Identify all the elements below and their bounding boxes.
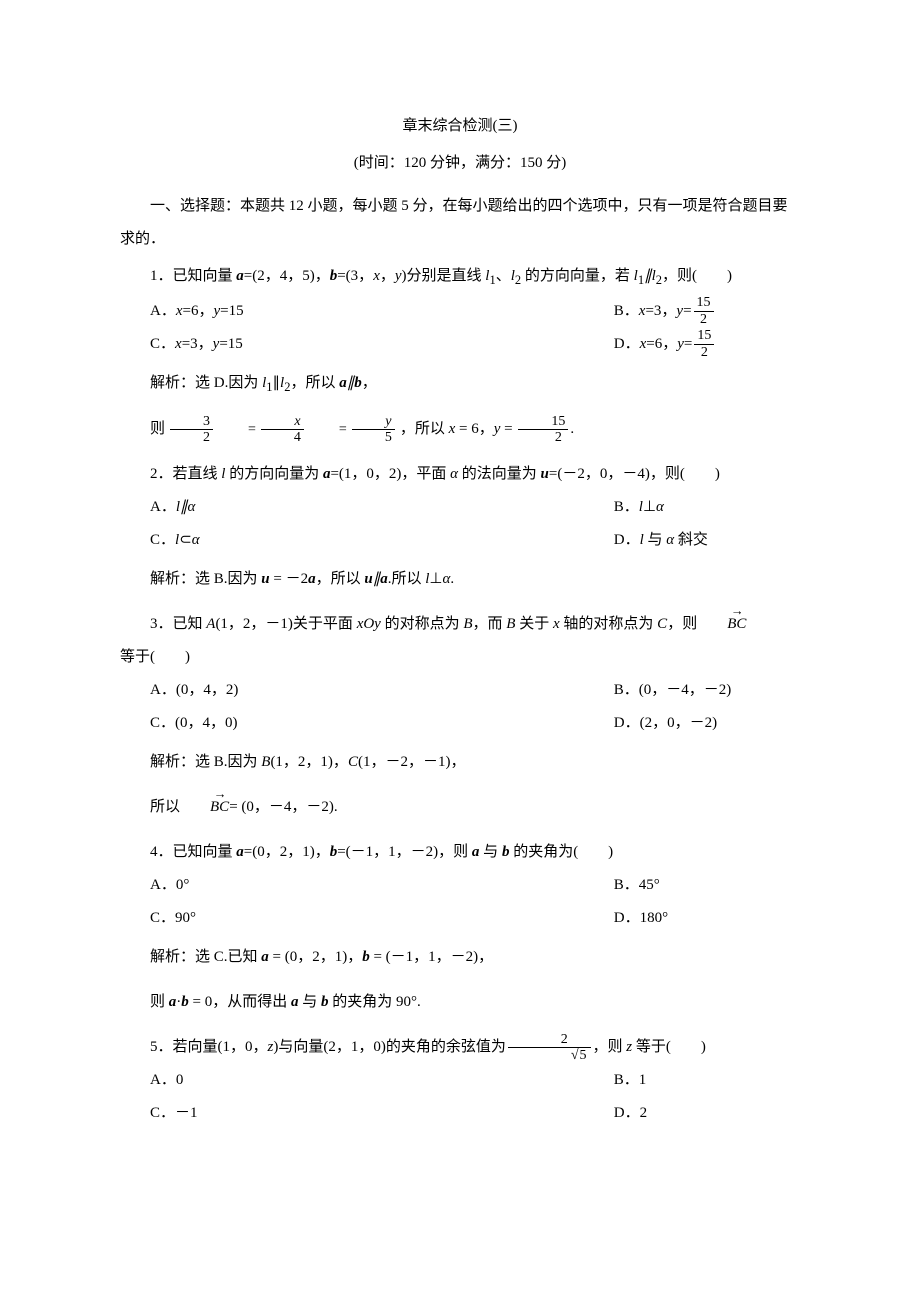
vector-bc-2: BC: [180, 791, 229, 824]
q4-solution-2: 则 a·b = 0，从而得出 a 与 b 的夹角为 90°.: [120, 986, 800, 1019]
q1-opts-row1: A．x=6，y=15 B．x=3，y=152: [150, 295, 800, 328]
q3-stem-2: 等于( ): [120, 641, 800, 674]
q1-opt-b: B．x=3，y=152: [336, 295, 800, 328]
var-a: a: [236, 268, 244, 284]
vector-bc: BC: [697, 608, 746, 641]
q3-stem: 3．已知 A(1，2，－1)关于平面 xOy 的对称点为 B，而 B 关于 x …: [120, 608, 800, 641]
frac-15-2b: 152: [694, 328, 714, 360]
q3-opt-c: C．(0，4，0): [150, 707, 336, 740]
q2-solution: 解析：选 B.因为 u = －2a，所以 u∥a.所以 l⊥α.: [120, 563, 800, 596]
q3-solution-1: 解析：选 B.因为 B(1，2，1)，C(1，－2，－1)，: [120, 746, 800, 779]
q2-opts-row1: A．l∥α B．l⊥α: [150, 491, 800, 524]
q4-opt-c: C．90°: [150, 902, 336, 935]
q5-stem: 5．若向量(1，0，z)与向量(2，1，0)的夹角的余弦值为25，则 z 等于(…: [120, 1031, 800, 1064]
q2-stem: 2．若直线 l 的方向向量为 a=(1，0，2)，平面 α 的法向量为 u=(－…: [120, 458, 800, 491]
q2-opts-row2: C．l⊂α D．l 与 α 斜交: [150, 524, 800, 557]
q5-opts-row1: A．0 B．1: [150, 1064, 800, 1097]
q3-opt-a: A．(0，4，2): [150, 674, 336, 707]
frac-2-sqrt5: 25: [508, 1032, 591, 1064]
q4-opts-row1: A．0° B．45°: [150, 869, 800, 902]
q5-opt-b: B．1: [336, 1064, 800, 1097]
page-title: 章末综合检测(三): [120, 110, 800, 143]
q5-opts-row2: C．－1 D．2: [150, 1097, 800, 1130]
q4-opt-a: A．0°: [150, 869, 336, 902]
q3-opt-b: B．(0，－4，－2): [336, 674, 800, 707]
q4-solution-1: 解析：选 C.已知 a = (0，2，1)，b = (－1，1，－2)，: [120, 941, 800, 974]
q3-solution-2: 所以BC= (0，－4，－2).: [120, 791, 800, 824]
frac-15-2: 152: [694, 295, 714, 327]
q1-solution-1: 解析：选 D.因为 l1∥l2，所以 a∥b，: [120, 367, 800, 402]
q1-stem: 1．已知向量 a=(2，4，5)，b=(3，x，y)分别是直线 l1、l2 的方…: [120, 260, 800, 295]
q1-opt-a: A．x=6，y=15: [150, 295, 336, 328]
q3-opts-row1: A．(0，4，2) B．(0，－4，－2): [150, 674, 800, 707]
var-y: y: [395, 268, 402, 284]
q3-opts-row2: C．(0，4，0) D．(2，0，－2): [150, 707, 800, 740]
q4-opt-b: B．45°: [336, 869, 800, 902]
q2-opt-c: C．l⊂α: [150, 524, 336, 557]
q5-opt-c: C．－1: [150, 1097, 336, 1130]
q2-opt-a: A．l∥α: [150, 491, 336, 524]
q2-opt-d: D．l 与 α 斜交: [336, 524, 800, 557]
q4-opt-d: D．180°: [336, 902, 800, 935]
q5-opt-d: D．2: [336, 1097, 800, 1130]
q3-opt-d: D．(2，0，－2): [336, 707, 800, 740]
fraction-row: 32 = x4 = y5: [165, 414, 400, 446]
page-subtitle: (时间：120 分钟，满分：150 分): [120, 147, 800, 180]
q1-opt-d: D．x=6，y=152: [336, 328, 800, 361]
q4-opts-row2: C．90° D．180°: [150, 902, 800, 935]
q2-opt-b: B．l⊥α: [336, 491, 800, 524]
q1-opt-c: C．x=3，y=15: [150, 328, 336, 361]
section-1-text: 一、选择题：本题共 12 小题，每小题 5 分，在每小题给出的四个选项中，只有一…: [120, 198, 788, 247]
section-1-heading: 一、选择题：本题共 12 小题，每小题 5 分，在每小题给出的四个选项中，只有一…: [120, 190, 800, 256]
var-x: x: [373, 268, 380, 284]
q1-opts-row2: C．x=3，y=15 D．x=6，y=152: [150, 328, 800, 361]
q4-stem: 4．已知向量 a=(0，2，1)，b=(－1，1，－2)，则 a 与 b 的夹角…: [120, 836, 800, 869]
q5-opt-a: A．0: [150, 1064, 336, 1097]
q1-solution-2: 则 32 = x4 = y5 ，所以 x = 6，y = 152.: [120, 413, 800, 446]
sqrt-icon: 5: [541, 1048, 588, 1063]
